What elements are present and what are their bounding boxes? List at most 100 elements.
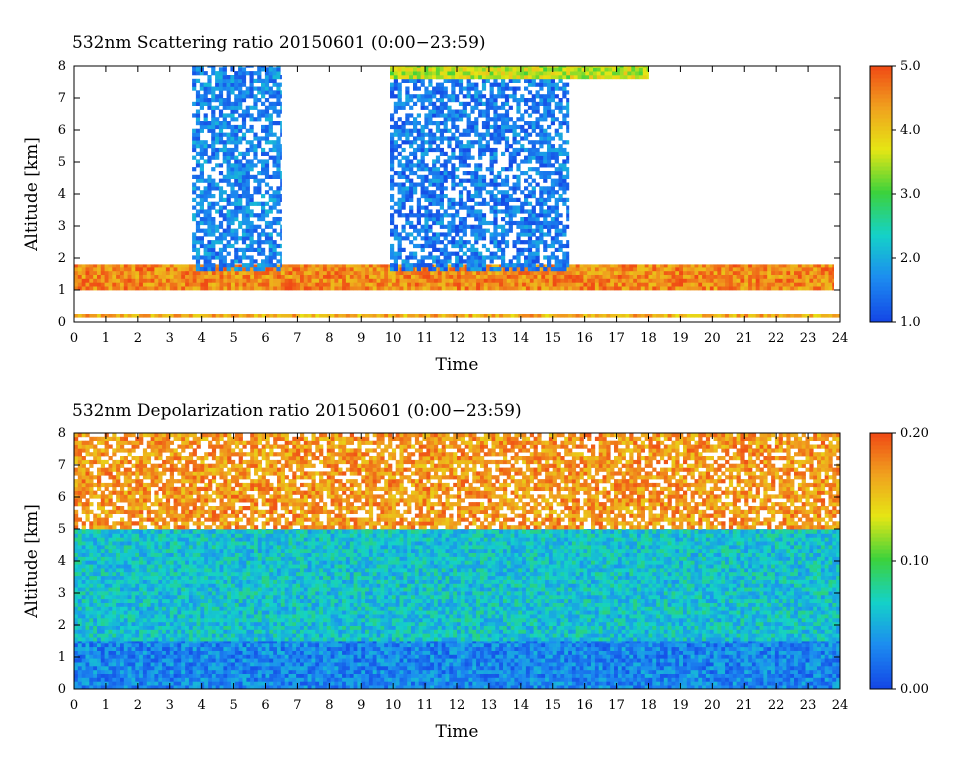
heatmap-cell [499,278,504,283]
heatmap-cell [640,282,645,287]
heatmap-cell [660,270,665,275]
heatmap-cell [390,155,395,160]
heatmap-cell [81,677,86,682]
heatmap-cell [508,213,513,218]
heatmap-cell [648,264,653,268]
heatmap-cell [413,151,418,156]
heatmap-cell [562,66,567,68]
heatmap-cell [447,109,452,114]
heatmap-cell [222,159,227,164]
heatmap-cell [493,159,498,164]
heatmap-cell [478,186,483,191]
heatmap-cell [531,190,536,195]
heatmap-cell [192,82,197,87]
heatmap-cell [504,144,510,149]
heatmap-cell [280,155,282,160]
heatmap-cell [353,264,358,268]
heatmap-cell [428,243,433,249]
heatmap-cell [199,151,204,156]
heatmap-cell [640,314,645,318]
heatmap-cell [702,274,707,279]
heatmap-cell [455,255,460,260]
heatmap-cell [824,286,829,291]
heatmap-cell [728,314,734,318]
heatmap-cell [763,286,768,291]
heatmap-cell [376,278,381,283]
heatmap-cell [97,274,102,279]
heatmap-cell [218,113,224,118]
heatmap-cell [192,650,197,655]
heatmap-cell [211,186,216,191]
heatmap-cell [97,646,102,651]
heatmap-cell [435,259,441,264]
heatmap-cell [257,171,262,176]
heatmap-cell [284,314,289,318]
y-tick-label: 8 [58,59,66,74]
heatmap-cell [558,267,563,272]
heatmap-cell [675,274,680,279]
heatmap-cell [211,167,216,172]
heatmap-cell [204,650,209,655]
heatmap-cell [455,267,460,272]
heatmap-cell [223,278,228,283]
heatmap-cell [560,274,565,279]
heatmap-cell [261,159,266,164]
heatmap-cell [100,270,105,275]
heatmap-cell [131,654,136,659]
heatmap-cell [759,286,764,291]
heatmap-cell [195,132,201,137]
heatmap-cell [264,75,270,80]
heatmap-cell [443,163,448,168]
heatmap-cell [173,286,178,291]
heatmap-cell [185,677,190,682]
heatmap-cell [257,140,262,145]
heatmap-cell [211,117,216,122]
heatmap-cell [85,264,90,268]
heatmap-cell [127,314,132,318]
heatmap-cell [694,270,699,275]
heatmap-cell [420,136,425,141]
heatmap-cell [242,282,247,287]
heatmap-cell [432,71,437,76]
heatmap-cell [560,314,565,318]
heatmap-cell [545,278,550,283]
heatmap-cell [698,278,703,283]
heatmap-cell [123,270,128,275]
heatmap-cell [199,178,204,183]
heatmap-cell [462,178,467,183]
heatmap-cell [280,132,282,137]
heatmap-cell [516,232,521,237]
heatmap-cell [276,190,281,195]
heatmap-cell [185,641,190,644]
heatmap-cell [510,314,515,318]
heatmap-cell [435,109,441,114]
heatmap-cell [416,263,421,268]
heatmap-cell [478,174,483,179]
heatmap-cell [100,646,105,651]
heatmap-cell [169,314,174,318]
heatmap-cell [116,666,121,671]
heatmap-cell [257,182,262,187]
heatmap-cell [253,178,258,183]
heatmap-cell [602,270,607,275]
heatmap-cell [524,71,529,76]
heatmap-cell [493,109,498,114]
heatmap-cell [428,90,433,95]
heatmap-cell [368,264,374,268]
heatmap-cell [547,224,552,229]
heatmap-cell [268,259,273,264]
heatmap-cell [458,263,464,268]
heatmap-cell [533,270,538,275]
heatmap-cell [539,201,544,206]
heatmap-cell [203,247,208,252]
heatmap-cell [512,155,517,160]
heatmap-cell [539,86,544,91]
heatmap-cell [562,267,567,272]
heatmap-cell [648,270,653,275]
heatmap-cell [405,75,410,80]
heatmap-cell [268,117,273,122]
heatmap-cell [112,666,117,671]
heatmap-cell [771,274,776,279]
heatmap-cell [562,159,567,164]
heatmap-cell [397,159,402,164]
